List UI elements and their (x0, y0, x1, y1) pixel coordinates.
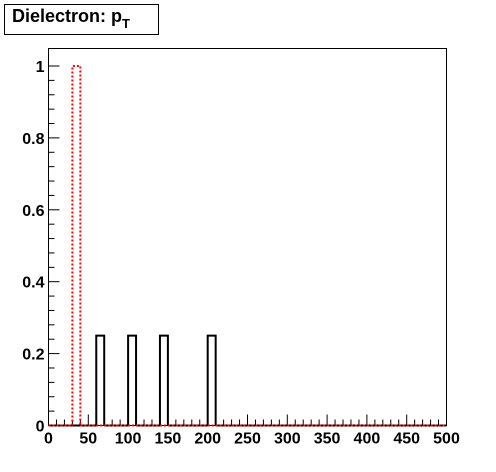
x-tick-label: 450 (393, 431, 420, 448)
y-tick-label: 0.2 (22, 347, 44, 364)
x-tick-label: 200 (194, 431, 221, 448)
title-subscript: T (122, 16, 130, 31)
x-tick-label: 150 (155, 431, 182, 448)
histogram-bin (206, 334, 217, 426)
histogram-bin (158, 334, 169, 426)
x-tick-label: 400 (354, 431, 381, 448)
x-tick-label: 0 (44, 431, 53, 448)
y-tick-label: 0.8 (22, 131, 44, 148)
histogram-bin (95, 334, 106, 426)
y-tick-label: 0.6 (22, 203, 44, 220)
x-tick-label: 300 (274, 431, 301, 448)
title-main: Dielectron: p (12, 6, 122, 26)
x-tick-label: 50 (79, 431, 97, 448)
histogram-bin (127, 334, 138, 426)
y-tick-label: 1 (36, 59, 45, 76)
x-tick-label: 350 (314, 431, 341, 448)
chart-title: Dielectron: pT (12, 6, 130, 31)
y-tick-label: 0.4 (22, 275, 44, 292)
x-tick-label: 500 (433, 431, 460, 448)
x-tick-label: 250 (234, 431, 261, 448)
title-box (4, 4, 159, 35)
x-tick-label: 100 (115, 431, 142, 448)
y-tick-label: 0 (36, 419, 45, 436)
